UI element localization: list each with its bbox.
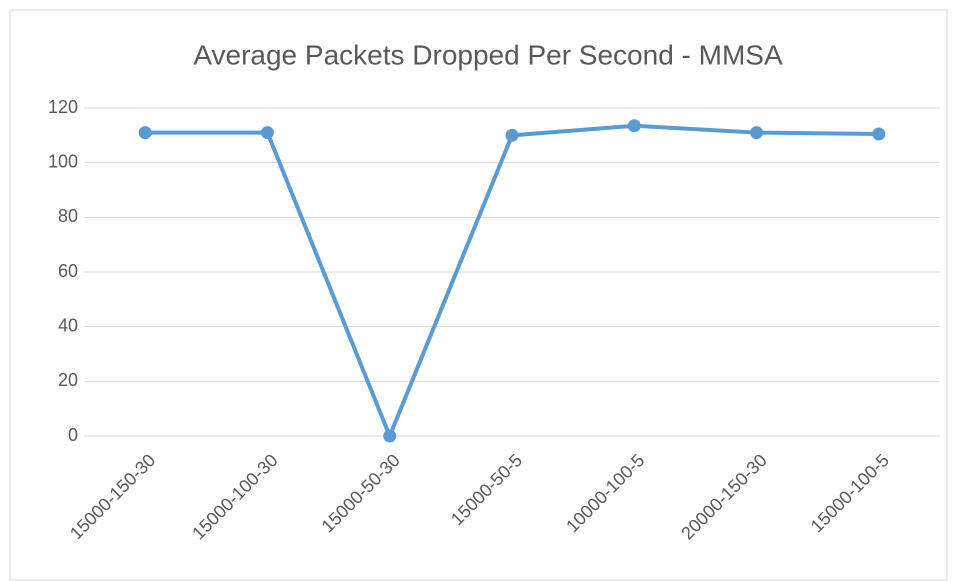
point-marker bbox=[505, 128, 519, 142]
y-tick-label: 20 bbox=[58, 370, 78, 390]
point-marker bbox=[627, 119, 641, 133]
chart-title: Average Packets Dropped Per Second - MMS… bbox=[193, 39, 783, 70]
point-marker bbox=[872, 127, 886, 141]
point-marker bbox=[750, 126, 764, 140]
point-marker bbox=[383, 429, 397, 443]
y-tick-label: 0 bbox=[68, 425, 78, 445]
y-tick-label: 60 bbox=[58, 261, 78, 281]
y-tick-label: 80 bbox=[58, 206, 78, 226]
y-tick-label: 120 bbox=[48, 97, 78, 117]
point-marker bbox=[260, 126, 274, 140]
y-tick-label: 100 bbox=[48, 151, 78, 171]
point-marker bbox=[138, 126, 152, 140]
chart-border bbox=[9, 9, 948, 581]
y-tick-label: 40 bbox=[58, 315, 78, 335]
